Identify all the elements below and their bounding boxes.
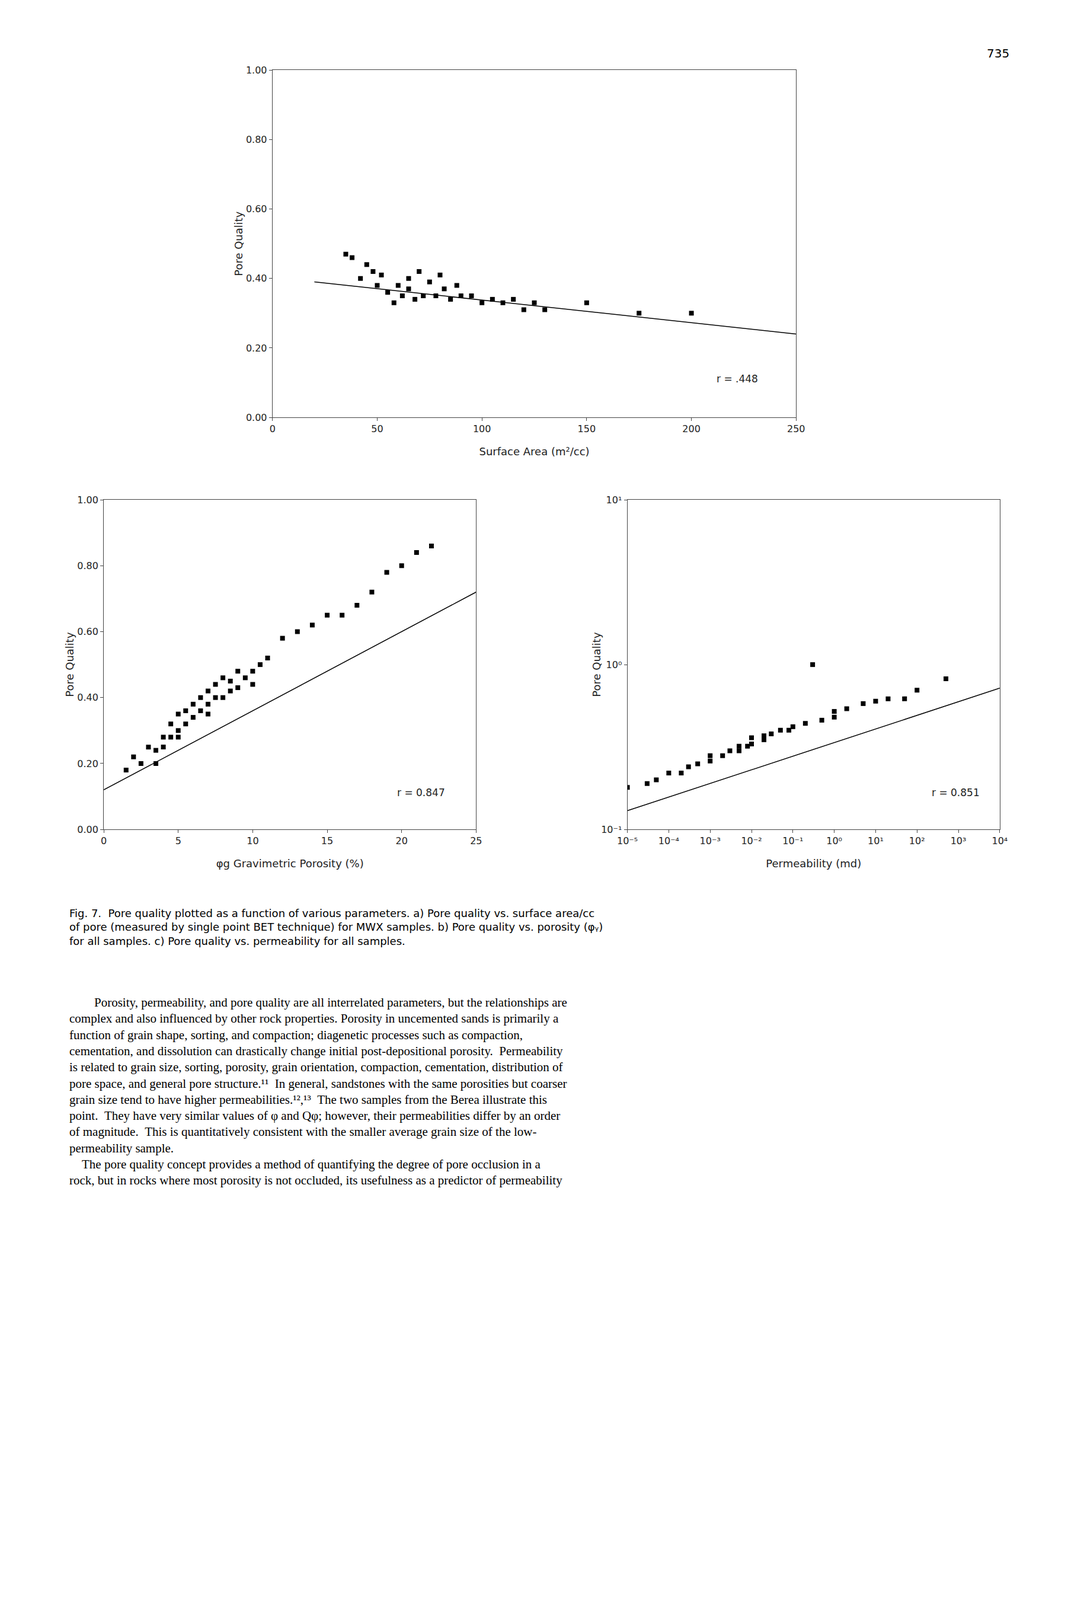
svg-text:0.60: 0.60 [77, 625, 99, 638]
svg-text:10¹: 10¹ [606, 494, 623, 506]
svg-text:Pore Quality: Pore Quality [63, 631, 76, 697]
svg-text:0.40: 0.40 [245, 272, 268, 284]
svg-text:10⁴: 10⁴ [991, 835, 1008, 847]
svg-text:Surface Area (m²/cc): Surface Area (m²/cc) [478, 445, 590, 458]
svg-text:15: 15 [321, 835, 334, 847]
svg-text:Fig. 7. Pore quality plotted: Fig. 7. Pore quality plotted as a functi… [69, 906, 603, 948]
svg-text:10⁻³: 10⁻³ [699, 835, 721, 847]
svg-text:150: 150 [577, 423, 597, 435]
svg-text:10⁻⁴: 10⁻⁴ [658, 835, 680, 847]
svg-text:250: 250 [787, 423, 806, 435]
svg-text:10: 10 [246, 835, 259, 847]
svg-text:200: 200 [682, 423, 701, 435]
svg-text:20: 20 [395, 835, 408, 847]
svg-text:φg Gravimetric Porosity (%): φg Gravimetric Porosity (%) [216, 857, 364, 870]
svg-text:1.00: 1.00 [77, 494, 99, 506]
svg-text:10³: 10³ [950, 835, 967, 847]
svg-text:10⁰: 10⁰ [826, 835, 843, 847]
svg-text:10⁻⁵: 10⁻⁵ [616, 835, 638, 847]
svg-text:10¹: 10¹ [867, 835, 884, 847]
svg-text:0.00: 0.00 [77, 823, 99, 836]
svg-text:Pore Quality: Pore Quality [232, 210, 245, 277]
svg-text:0.80: 0.80 [245, 133, 268, 146]
svg-text:100: 100 [472, 423, 492, 435]
svg-text:5: 5 [175, 835, 182, 847]
svg-text:10⁻²: 10⁻² [740, 835, 762, 847]
svg-text:0.20: 0.20 [245, 342, 268, 354]
svg-text:0: 0 [100, 835, 107, 847]
svg-text:Pore Quality: Pore Quality [590, 631, 603, 697]
svg-text:0.20: 0.20 [77, 758, 99, 770]
svg-text:10⁻¹: 10⁻¹ [600, 823, 622, 836]
svg-text:10⁰: 10⁰ [606, 659, 623, 671]
svg-text:Permeability (md): Permeability (md) [765, 857, 862, 870]
svg-text:r = .448: r = .448 [716, 372, 759, 385]
svg-text:10²: 10² [909, 835, 926, 847]
svg-text:1.00: 1.00 [245, 64, 268, 76]
svg-text:10⁻¹: 10⁻¹ [782, 835, 804, 847]
svg-text:r = 0.847: r = 0.847 [397, 786, 446, 799]
svg-text:25: 25 [469, 835, 482, 847]
svg-text:0.40: 0.40 [77, 691, 99, 703]
svg-text:r = 0.851: r = 0.851 [931, 786, 980, 799]
svg-text:0.80: 0.80 [77, 560, 99, 572]
svg-text:0: 0 [269, 423, 276, 435]
svg-text:735: 735 [986, 46, 1010, 61]
svg-text:Porosity, permeability, and po: Porosity, permeability, and pore quality… [69, 995, 568, 1188]
svg-text:0.00: 0.00 [245, 411, 268, 424]
svg-text:0.60: 0.60 [245, 203, 268, 215]
svg-text:50: 50 [371, 423, 383, 435]
